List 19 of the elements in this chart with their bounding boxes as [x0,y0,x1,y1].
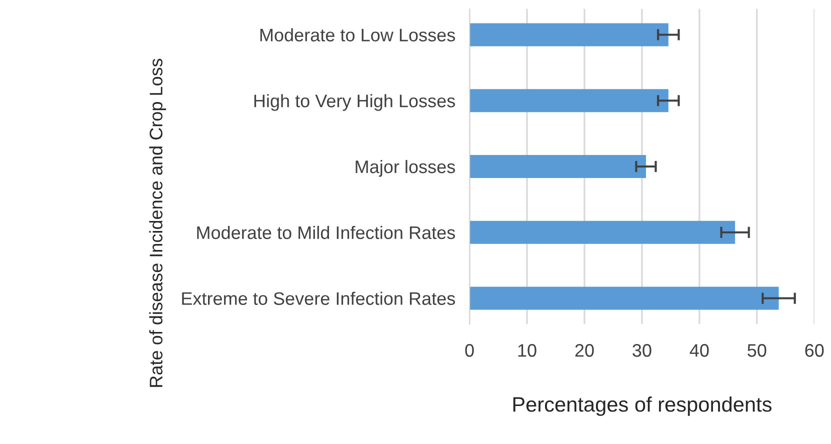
y-axis-title: Rate of disease Incidence and Crop Loss [149,58,166,387]
x-tick-label: 20 [575,344,594,357]
x-tick-label: 10 [518,344,536,357]
y-tick-label: Extreme to Severe Infection Rates [182,292,455,305]
bar [470,220,736,244]
bar [470,154,646,178]
y-tick-label: Moderate to Low Losses [260,28,455,42]
x-tick-label: 60 [805,344,824,357]
bar [470,89,668,112]
y-tick-label: High to Very High Losses [254,94,455,111]
bar [470,23,668,46]
x-tick-label: 40 [690,344,709,357]
y-tick-label: Major losses [356,160,455,177]
x-tick-label: 50 [748,344,766,357]
x-tick-label: 0 [465,344,474,357]
y-tick-label: Moderate to Mild Infection Rates [197,226,455,240]
x-axis-title: Percentages of respondents [513,396,772,416]
bar [470,286,779,310]
x-tick-label: 30 [632,344,652,357]
